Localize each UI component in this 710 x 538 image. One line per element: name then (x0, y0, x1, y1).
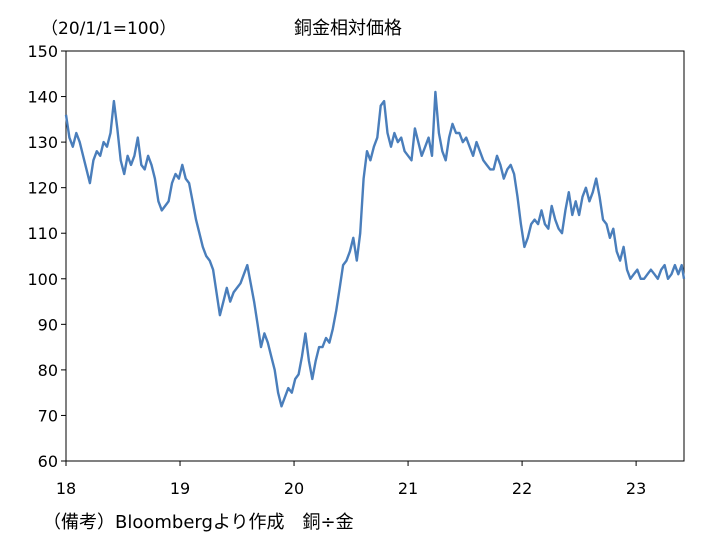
source-note: （備考）Bloombergより作成 銅÷金 (43, 512, 354, 533)
chart-title: 銅金相対価格 (294, 18, 402, 39)
y-tick-label: 150 (27, 42, 58, 61)
x-tick-label: 21 (398, 479, 418, 498)
y-tick-label: 60 (38, 452, 58, 471)
y-axis: 60 70 80 90 100 110 120 130 140 150 (27, 42, 66, 471)
unit-note: （20/1/1=100） (41, 19, 177, 39)
y-tick-label: 120 (27, 179, 58, 198)
x-tick-label: 23 (626, 479, 646, 498)
x-tick-label: 18 (56, 479, 76, 498)
y-tick-label: 90 (38, 315, 58, 334)
x-tick-label: 19 (170, 479, 190, 498)
y-tick-label: 130 (27, 133, 58, 152)
plot-area-frame (65, 50, 685, 462)
y-tick-label: 140 (27, 88, 58, 107)
y-tick-label: 80 (38, 361, 58, 380)
x-axis: 18 19 20 21 22 23 (56, 461, 646, 498)
x-tick-label: 22 (512, 479, 532, 498)
y-tick-label: 70 (38, 406, 58, 425)
x-tick-label: 20 (284, 479, 304, 498)
y-tick-label: 110 (27, 224, 58, 243)
y-tick-label: 100 (27, 270, 58, 289)
series-line-copper-gold-ratio (64, 90, 686, 408)
